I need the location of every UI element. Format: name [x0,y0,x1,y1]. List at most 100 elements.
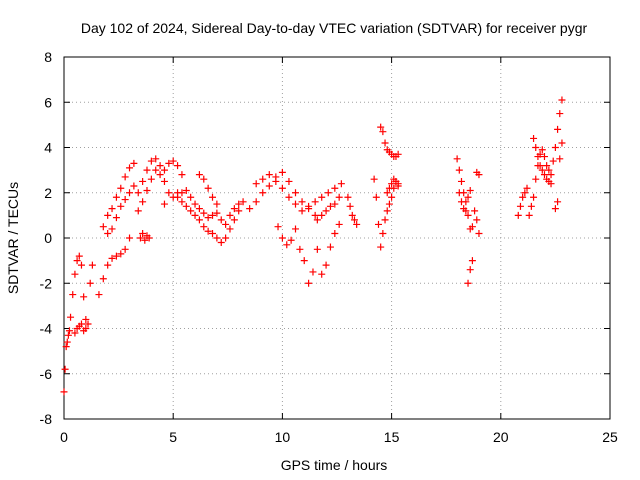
data-point [126,234,134,242]
data-point [305,205,313,213]
data-point [525,211,533,219]
data-point [108,225,116,233]
data-point [475,229,483,237]
data-point [536,162,544,170]
data-point [147,157,155,165]
data-point [117,202,125,210]
data-point [377,123,385,131]
data-point [121,173,129,181]
data-point [165,159,173,167]
x-tick-label: 10 [275,429,291,445]
data-point [213,200,221,208]
data-point [292,200,300,208]
data-point [178,198,186,206]
data-point [547,180,555,188]
y-tick-label: -2 [40,275,53,291]
y-tick-label: -4 [40,321,53,337]
data-point [326,243,334,251]
x-tick-label: 20 [493,429,509,445]
data-point [392,177,400,185]
data-point [108,254,116,262]
data-point [388,180,396,188]
data-point [322,261,330,269]
data-point [82,315,90,323]
data-point [383,189,391,197]
data-point [309,268,317,276]
data-point [466,186,474,194]
data-point [156,171,164,179]
data-point [543,162,551,170]
data-point [455,189,463,197]
data-point [385,200,393,208]
data-point [195,171,203,179]
data-point [532,175,540,183]
data-point [64,331,72,339]
chart-title: Day 102 of 2024, Sidereal Day-to-day VTE… [81,20,588,36]
data-point [126,164,134,172]
data-point [331,184,339,192]
data-point [200,223,208,231]
data-point [222,220,230,228]
data-point [259,189,267,197]
data-point [379,128,387,136]
data-point [379,229,387,237]
data-point [139,229,147,237]
data-point [353,220,361,228]
data-point [169,157,177,165]
data-point [350,216,358,224]
data-point [388,193,396,201]
data-point [313,216,321,224]
data-point [374,220,382,228]
data-point [99,223,107,231]
y-tick-label: -6 [40,366,53,382]
data-point [195,205,203,213]
data-point [311,211,319,219]
x-tick-labels: 0 5 10 15 20 25 [60,429,618,445]
data-point [285,177,293,185]
data-point [222,234,230,242]
data-point [187,193,195,201]
data-point [372,193,380,201]
data-point [551,205,559,213]
data-point [519,193,527,201]
data-point [104,211,112,219]
data-point [61,365,69,373]
data-point [335,193,343,201]
data-point [209,193,217,201]
x-tick-label: 5 [169,429,177,445]
data-point [521,189,529,197]
data-point [296,245,304,253]
data-point [160,166,168,174]
data-point [134,189,142,197]
data-point [523,184,531,192]
data-point [453,155,461,163]
data-point [346,202,354,210]
data-point [152,155,160,163]
data-point [235,200,243,208]
data-point [73,257,81,265]
data-point [209,211,217,219]
data-point [331,200,339,208]
data-point [165,189,173,197]
data-point [318,270,326,278]
data-point [298,207,306,215]
data-point [457,198,465,206]
data-point [139,198,147,206]
data-point [104,229,112,237]
data-point [292,225,300,233]
data-point [143,166,151,174]
data-point [77,261,85,269]
data-point [283,241,291,249]
data-point [252,198,260,206]
data-point [464,211,472,219]
data-point [473,216,481,224]
data-point [230,216,238,224]
data-point [532,144,540,151]
data-point [540,171,548,179]
data-point [300,257,308,265]
data-point [534,153,542,161]
data-point [136,234,144,242]
data-point [475,171,483,179]
data-point [377,243,385,251]
data-point [80,293,88,301]
